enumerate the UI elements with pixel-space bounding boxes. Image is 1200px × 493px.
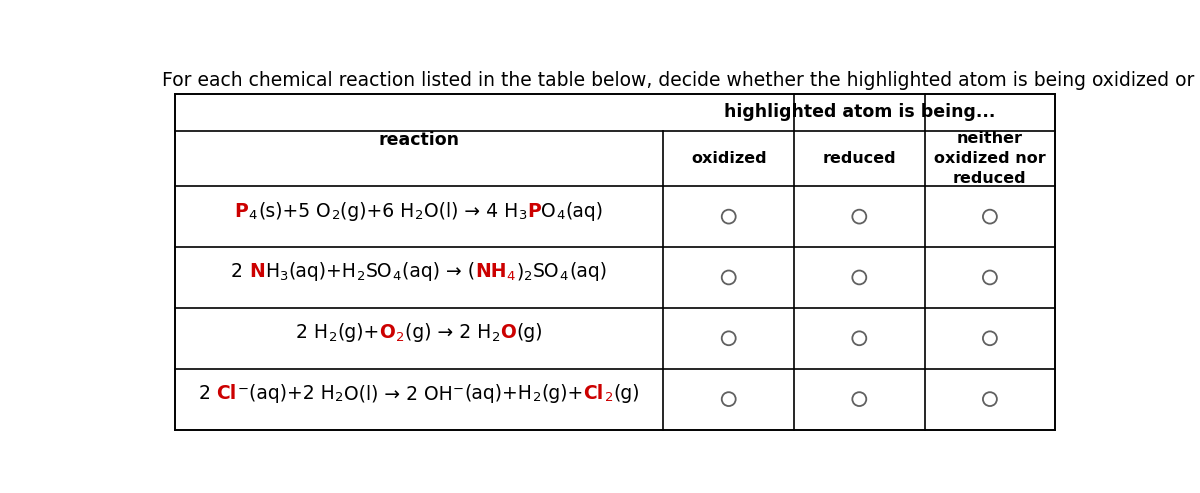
Text: Cl: Cl <box>583 384 604 403</box>
Text: N: N <box>248 262 265 282</box>
Text: $_{4}$: $_{4}$ <box>556 203 565 222</box>
Text: (g): (g) <box>516 323 542 342</box>
Text: (aq) → (: (aq) → ( <box>402 262 475 282</box>
Text: O: O <box>500 323 516 342</box>
Text: O: O <box>311 202 331 221</box>
Text: H: H <box>265 262 278 282</box>
Text: P: P <box>234 202 248 221</box>
Circle shape <box>983 392 997 406</box>
Text: reduced: reduced <box>822 151 896 166</box>
Circle shape <box>721 392 736 406</box>
Text: (aq): (aq) <box>569 262 607 282</box>
Text: (aq): (aq) <box>565 202 604 221</box>
Text: ): ) <box>516 262 523 282</box>
Text: $_{4}$: $_{4}$ <box>248 203 258 222</box>
Text: $^{-}$: $^{-}$ <box>452 384 464 403</box>
Text: For each chemical reaction listed in the table below, decide whether the highlig: For each chemical reaction listed in the… <box>162 70 1200 90</box>
Text: (aq)+2 H: (aq)+2 H <box>248 384 335 403</box>
Text: (g) → 2 H: (g) → 2 H <box>404 323 491 342</box>
Circle shape <box>721 210 736 223</box>
Text: $_{4}$: $_{4}$ <box>506 264 516 283</box>
Text: oxidized: oxidized <box>691 151 767 166</box>
Text: O(l) → 4 H: O(l) → 4 H <box>424 202 518 221</box>
Circle shape <box>983 271 997 284</box>
Circle shape <box>983 210 997 223</box>
Text: $^{-}$: $^{-}$ <box>236 384 248 403</box>
Text: $_{2}$: $_{2}$ <box>335 386 343 404</box>
Text: $_{4}$: $_{4}$ <box>559 264 569 283</box>
Text: $_{2}$: $_{2}$ <box>331 203 341 222</box>
Text: 2 H: 2 H <box>295 323 328 342</box>
Text: reaction: reaction <box>379 131 460 149</box>
Bar <box>175 94 1055 429</box>
Circle shape <box>983 331 997 345</box>
Text: (g)+: (g)+ <box>337 323 379 342</box>
Text: NH: NH <box>475 262 506 282</box>
Text: (s)+5: (s)+5 <box>258 202 311 221</box>
Text: O: O <box>379 323 395 342</box>
Text: Cl: Cl <box>216 384 236 403</box>
Text: O(l) → 2 OH: O(l) → 2 OH <box>343 384 452 403</box>
Text: P: P <box>528 202 541 221</box>
Text: neither
oxidized nor
reduced: neither oxidized nor reduced <box>934 131 1045 186</box>
Text: (aq)+H: (aq)+H <box>288 262 356 282</box>
Text: $_{3}$: $_{3}$ <box>518 203 528 222</box>
Circle shape <box>852 271 866 284</box>
Text: SO: SO <box>533 262 559 282</box>
Text: $_{3}$: $_{3}$ <box>278 264 288 283</box>
Text: $_{2}$: $_{2}$ <box>414 203 424 222</box>
Circle shape <box>721 271 736 284</box>
Text: (g)+6 H: (g)+6 H <box>341 202 414 221</box>
Text: $_{4}$: $_{4}$ <box>392 264 402 283</box>
Text: $_{2}$: $_{2}$ <box>604 386 613 404</box>
Text: $_{2}$: $_{2}$ <box>532 386 541 404</box>
Circle shape <box>721 331 736 345</box>
Text: 2: 2 <box>198 384 216 403</box>
Text: $_{2}$: $_{2}$ <box>395 324 404 344</box>
Text: $_{2}$: $_{2}$ <box>491 324 500 344</box>
Text: (aq)+H: (aq)+H <box>464 384 532 403</box>
Text: (g)+: (g)+ <box>541 384 583 403</box>
Text: O: O <box>541 202 556 221</box>
Text: SO: SO <box>366 262 392 282</box>
Text: $_{2}$: $_{2}$ <box>356 264 366 283</box>
Text: (g): (g) <box>613 384 640 403</box>
Circle shape <box>852 331 866 345</box>
Circle shape <box>852 392 866 406</box>
Text: highlighted atom is being...: highlighted atom is being... <box>724 104 995 121</box>
Text: $_{2}$: $_{2}$ <box>328 324 337 344</box>
Text: 2: 2 <box>232 262 248 282</box>
Text: $_{2}$: $_{2}$ <box>523 264 533 283</box>
Circle shape <box>852 210 866 223</box>
